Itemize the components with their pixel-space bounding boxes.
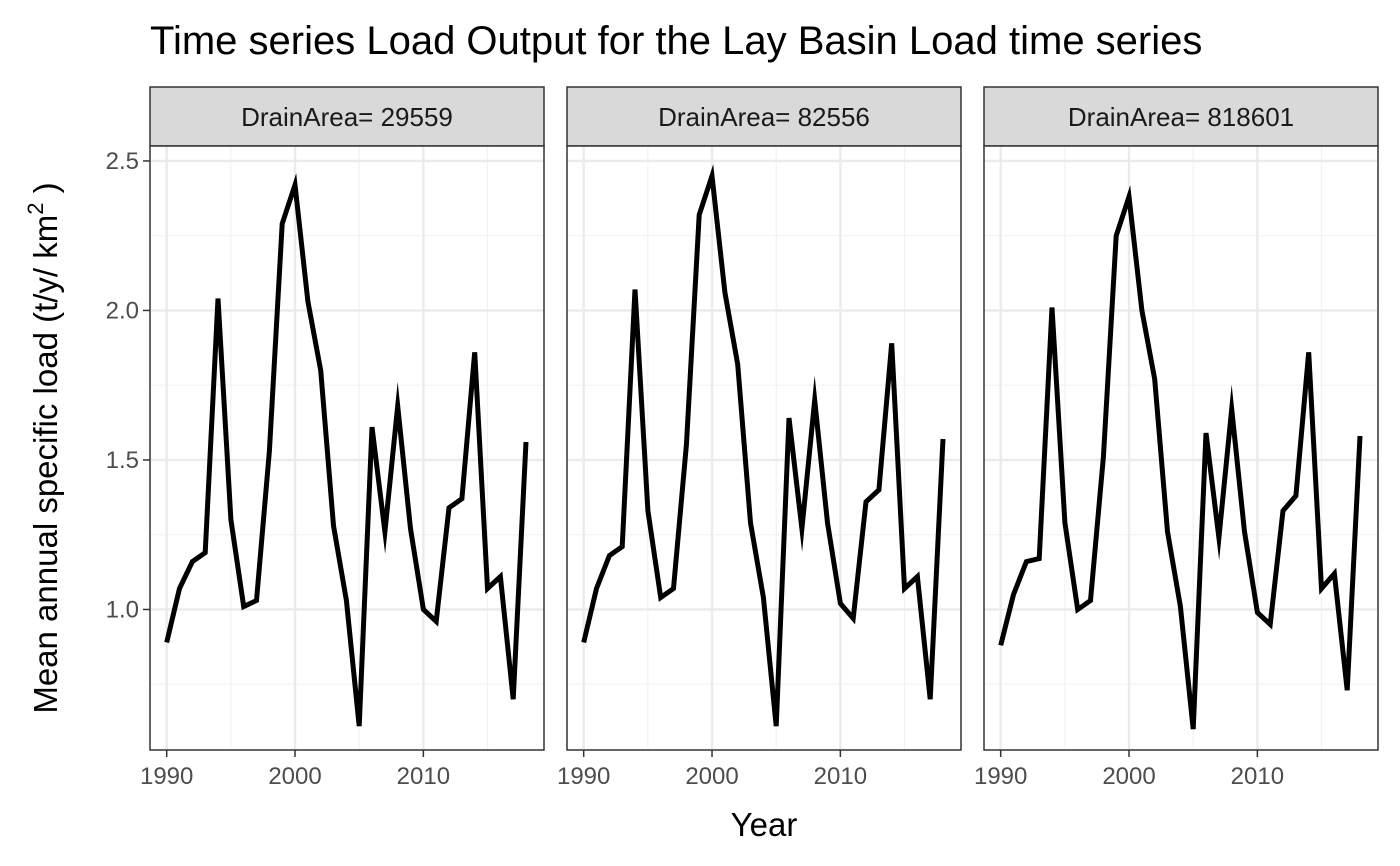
facet-strip: [983, 86, 1379, 147]
y-tick-label: 1.0: [106, 596, 139, 623]
panel-border: [566, 145, 962, 751]
y-axis-title-superscript: 2: [23, 203, 48, 215]
y-tick-label: 2.0: [106, 297, 139, 324]
x-tick-label: 2010: [397, 763, 450, 790]
panel-border: [149, 145, 545, 751]
y-tick-label: 1.5: [106, 447, 139, 474]
facet-panel: DrainArea= 29559 1990 2000 2010 1.0 1.5 2.0 2.5: [106, 86, 545, 790]
y-axis-title: Mean annual specific load (t/y/ km2 ): [23, 182, 64, 713]
facet-panels: DrainArea= 29559 1990 2000 2010 1.0 1.5 2.0 2.5…: [106, 86, 1379, 790]
x-tick-label: 2010: [814, 763, 867, 790]
facet-strip-label: DrainArea= 29559: [241, 102, 453, 132]
y-axis-title-main: Mean annual specific load (t/y/ km: [27, 215, 64, 714]
series-line: [998, 185, 1363, 730]
facet-strip: [566, 86, 962, 147]
y-axis-title-suffix: ): [27, 182, 64, 202]
facet-strip-label: DrainArea= 82556: [658, 102, 870, 132]
facet-panel: DrainArea= 82556 1990 2000 2010: [557, 86, 962, 790]
y-tick-label: 2.5: [106, 148, 139, 175]
facet-panel: DrainArea= 818601 1990 2000 2010: [974, 86, 1379, 790]
facet-strip: [149, 86, 545, 147]
x-tick-label: 2000: [685, 763, 738, 790]
chart-title: Time series Load Output for the Lay Basi…: [150, 19, 1202, 63]
x-tick-label: 2000: [268, 763, 321, 790]
series-line: [164, 173, 529, 727]
x-axis-title: Year: [731, 806, 798, 843]
facet-strip-label: DrainArea= 818601: [1068, 102, 1294, 132]
x-tick-label: 1990: [557, 763, 610, 790]
x-tick-label: 1990: [140, 763, 193, 790]
x-tick-label: 2010: [1231, 763, 1284, 790]
x-tick-label: 1990: [974, 763, 1027, 790]
panel-border: [983, 145, 1379, 751]
x-tick-label: 2000: [1102, 763, 1155, 790]
series-line: [581, 164, 946, 727]
